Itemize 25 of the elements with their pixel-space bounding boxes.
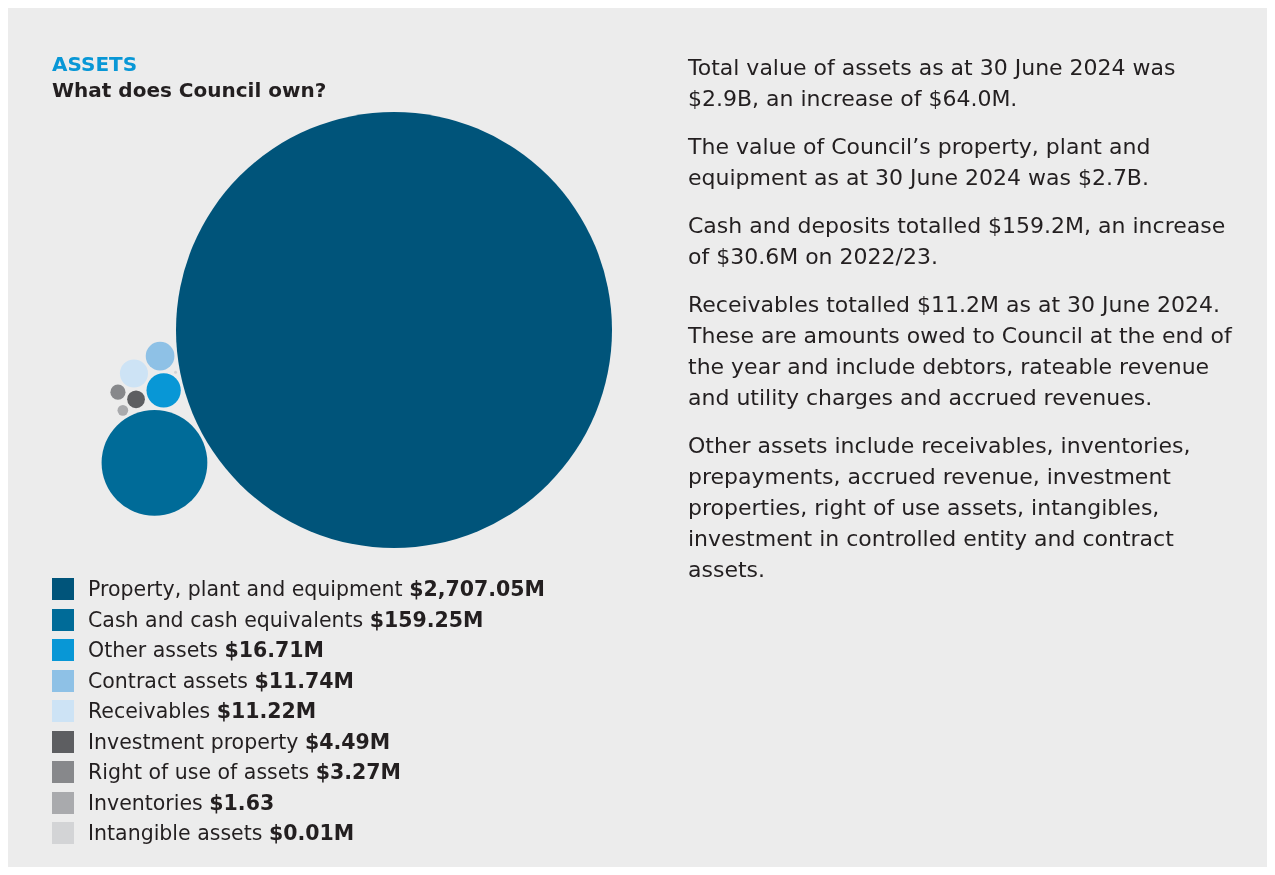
data-label: $16.71M [224,638,325,663]
text: The value of Council’s property, plant and equipment as at 30 June 2024 was $2.7B. [688,133,1152,192]
category-label: Property, plant and equipment [88,577,403,602]
category-label: Other assets [88,638,218,663]
category-label: Inventories [88,790,203,815]
data-label: $11.74M [254,668,355,693]
text: Cash and deposits totalled $159.2M, an increase of $30.6M on 2022/23. [688,212,1227,271]
data-label: $4.49M [304,729,391,754]
category-label: Contract assets [88,668,248,693]
data-label: $159.25M [369,607,484,632]
data-label: $2,707.05M [409,577,545,602]
category-label: Intangible assets [88,821,263,846]
category-label: Receivables [88,699,211,724]
category-label: Cash and cash equivalents [88,607,364,632]
text: Other assets include receivables, inventories, prepayments, accrued revenue, investment properties, right of use assets, intangibles, investment in controlled entity and contract assets. [688,432,1192,584]
data-label: $11.22M [216,699,317,724]
data-label: $0.01M [268,821,355,846]
data-label: $3.27M [315,760,401,785]
category-label: Right of use of assets [88,760,310,785]
text: Receivables totalled $11.2M as at 30 June 2024. These are amounts owed to Council at the end of the year and include debtors, rateable revenue and utility charges and accrued revenues. [688,291,1234,412]
text: Total value of assets as at 30 June 2024 was $2.9B, an increase of $64.0M. [688,54,1177,113]
data-label: $1.63 [209,790,275,815]
category-label: Investment property [88,729,299,754]
text: What does Council own? [52,78,328,102]
text: ASSETS [52,52,139,76]
